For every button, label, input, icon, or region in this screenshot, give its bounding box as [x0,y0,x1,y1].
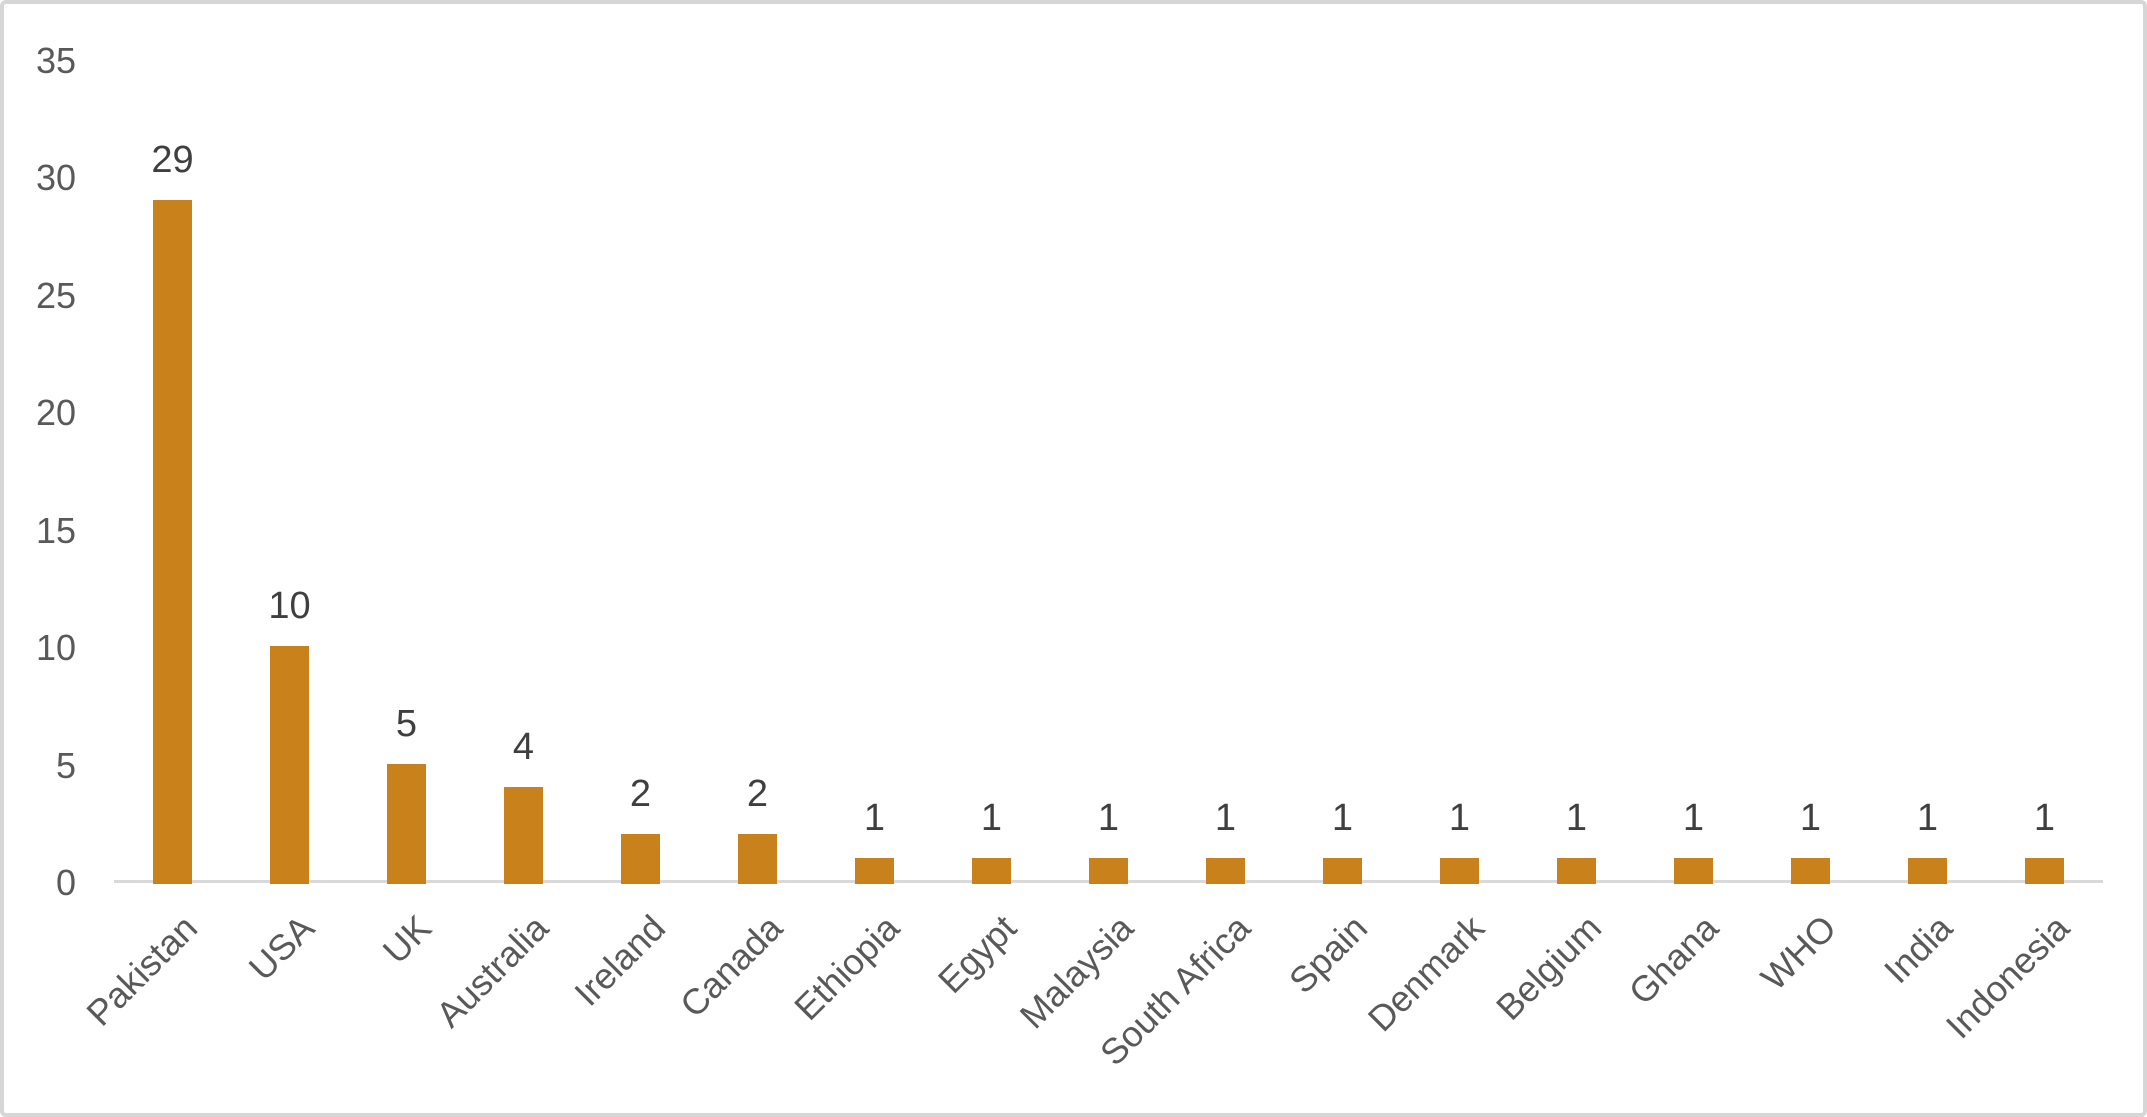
y-axis-tick-label: 35 [35,39,76,81]
bar [270,646,309,884]
y-axis-tick-label: 15 [35,509,76,551]
x-axis-category-label: Pakistan [78,907,206,1034]
bar [504,787,543,884]
y-axis-tick-label: 10 [35,627,76,668]
bar-value-label: 5 [395,702,418,745]
bar-chart: 0 5 10 15 20 25 30 35 29 Pakistan 10 USA 5 UK 4 Austral… [4,4,2143,1113]
bar-value-label: 1 [1682,796,1705,839]
bar [621,834,660,884]
x-axis-category-label: Spain [1281,907,1376,1002]
bar-value-label: 1 [2033,796,2056,839]
bar-value-label: 29 [151,138,194,181]
y-axis-tick-label: 25 [35,274,76,316]
bar-value-label: 1 [1565,796,1588,839]
bar [1557,857,1596,884]
bar [972,857,1011,884]
bar [738,834,777,884]
x-axis-category-label: WHO [1752,907,1844,999]
x-axis-category-label: Belgium [1488,907,1610,1028]
bar-value-label: 1 [1799,796,1822,839]
bar [1089,857,1128,884]
x-axis-category-label: Indonesia [1938,907,2078,1047]
x-axis-category-label: Australia [428,907,557,1036]
x-axis-category-label: India [1876,907,1961,992]
bar [1323,857,1362,884]
x-axis-category-label: Denmark [1360,907,1493,1040]
bar-value-label: 2 [746,773,769,815]
bar-value-label: 1 [1916,796,1939,839]
bar [1908,857,1947,884]
bar [1674,857,1713,884]
y-axis-tick-label: 30 [35,157,76,198]
bar [153,199,192,884]
x-axis-category-label: Canada [672,907,791,1026]
y-axis-tick-label: 20 [35,392,76,433]
bar [2025,857,2064,884]
bar-value-label: 4 [512,726,535,768]
x-axis-category-label: Ghana [1621,907,1727,1013]
bar [1791,857,1830,884]
x-axis-category-label: USA [241,907,323,989]
bar-value-label: 1 [980,796,1003,839]
y-axis-tick-label: 5 [55,744,76,786]
bar [1440,857,1479,884]
bar-value-label: 1 [863,796,886,839]
x-axis-category-label: Ireland [566,907,674,1014]
bar [1206,857,1245,884]
x-axis-category-label: Egypt [930,907,1025,1002]
bar-value-label: 1 [1097,796,1120,839]
bar [855,857,894,884]
x-axis-category-label: UK [375,907,440,972]
bar [387,763,426,884]
bar-value-label: 1 [1448,796,1471,839]
bar-value-label: 1 [1331,796,1354,839]
y-axis-tick-label: 0 [55,862,76,903]
x-axis-category-label: Ethiopia [786,907,908,1028]
bar-value-label: 1 [1214,796,1237,839]
bar-value-label: 10 [268,585,311,627]
bar-value-label: 2 [629,773,652,815]
